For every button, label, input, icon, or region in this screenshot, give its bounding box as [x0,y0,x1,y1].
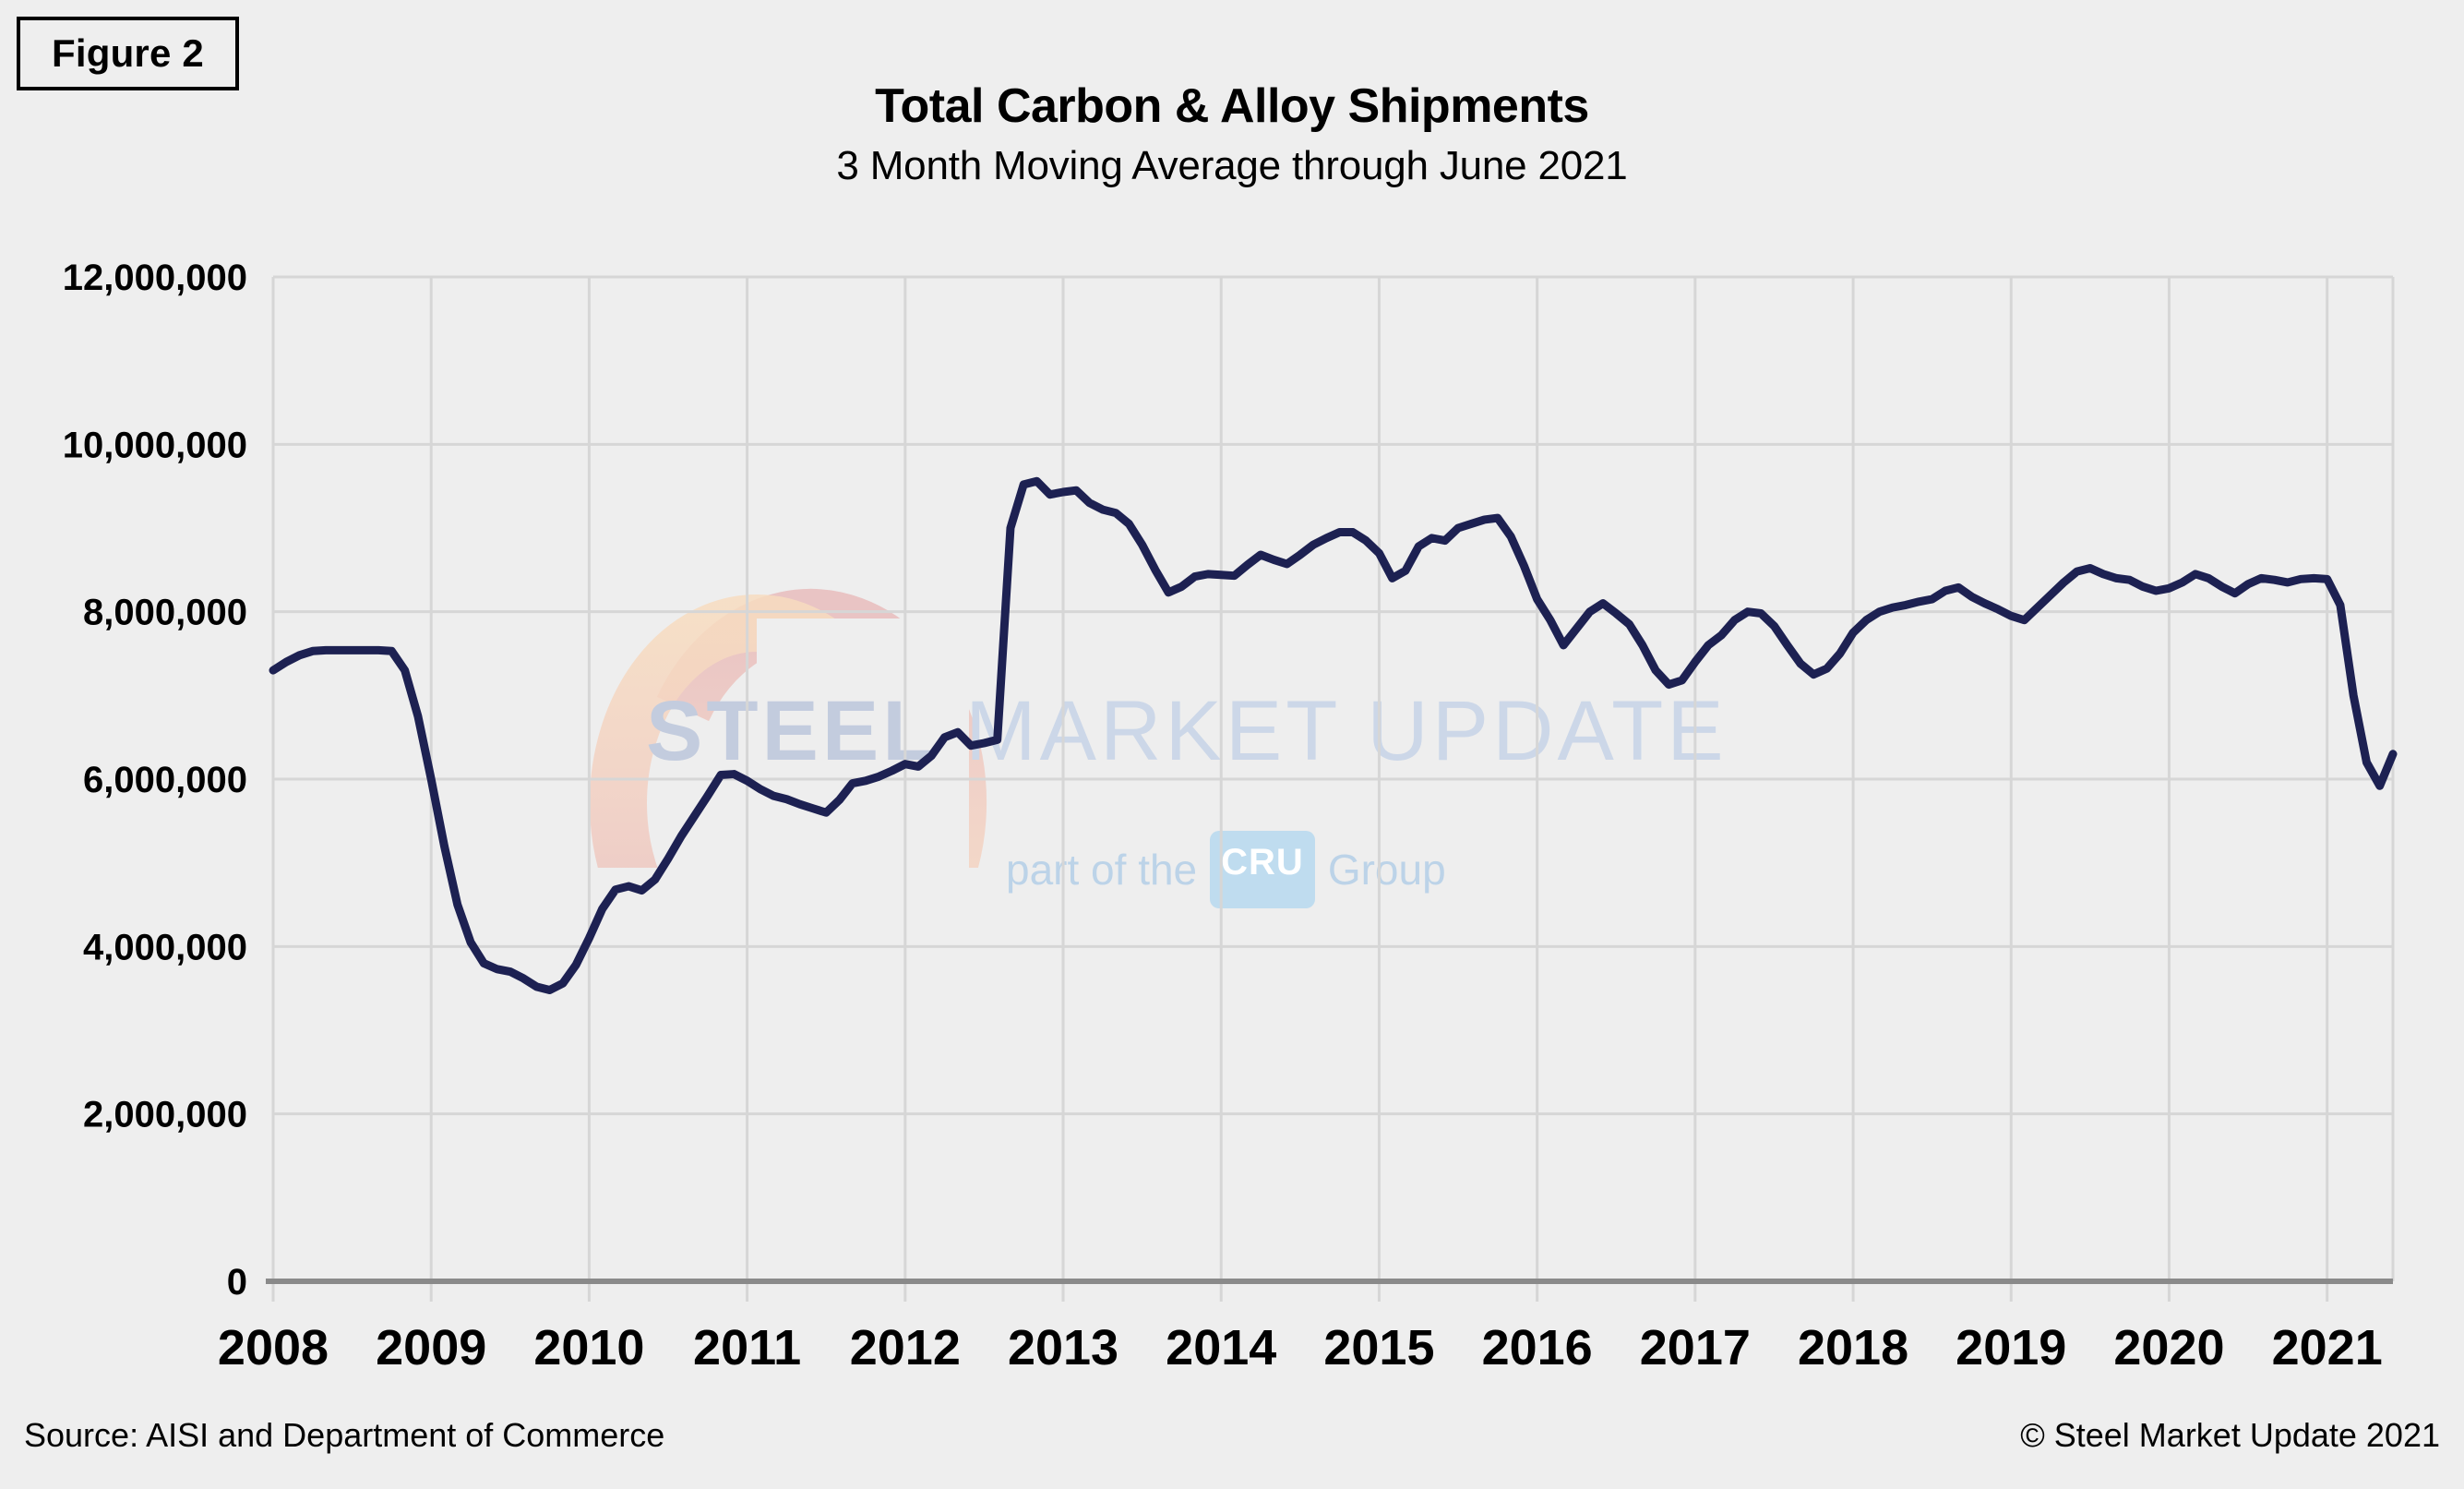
y-tick-label: 10,000,000 [63,425,247,465]
y-tick-label: 2,000,000 [83,1095,247,1135]
x-tick-label: 2021 [2272,1320,2383,1375]
x-tick-label: 2020 [2113,1320,2224,1375]
x-tick-label: 2014 [1166,1320,1276,1375]
data-series-line [269,476,2398,994]
x-tick-label: 2008 [218,1320,329,1375]
y-tick-label: 8,000,000 [83,593,247,633]
x-tick-label: 2017 [1640,1320,1751,1375]
y-axis-tick-labels: 12,000,000 10,000,000 8,000,000 6,000,000 4,… [63,258,247,1303]
figure-badge: Figure 2 [17,17,239,90]
y-tick-label: 4,000,000 [83,927,247,967]
x-axis-tick-labels: 2008 2009 2010 2011 2012 2013 2014 2015 2016 2017… [218,1320,2383,1375]
x-tick-label: 2013 [1008,1320,1118,1375]
axis-lines [266,275,2395,1284]
x-tick-label: 2011 [693,1320,801,1375]
x-tick-label: 2012 [850,1320,961,1375]
source-note: Source: AISI and Department of Commerce [24,1416,665,1454]
y-tick-label: 0 [227,1262,247,1303]
y-tick-label: 12,000,000 [63,258,247,298]
x-tick-label: 2009 [376,1320,486,1375]
x-tick-label: 2015 [1323,1320,1434,1375]
y-tick-label: 6,000,000 [83,760,247,800]
copyright-note: © Steel Market Update 2021 [2020,1416,2440,1454]
x-tick-label: 2018 [1798,1320,1908,1375]
x-tick-label: 2019 [1956,1320,2066,1375]
x-tick-label: 2016 [1482,1320,1593,1375]
x-tick-label: 2010 [533,1320,644,1375]
gridlines [271,275,2393,1302]
